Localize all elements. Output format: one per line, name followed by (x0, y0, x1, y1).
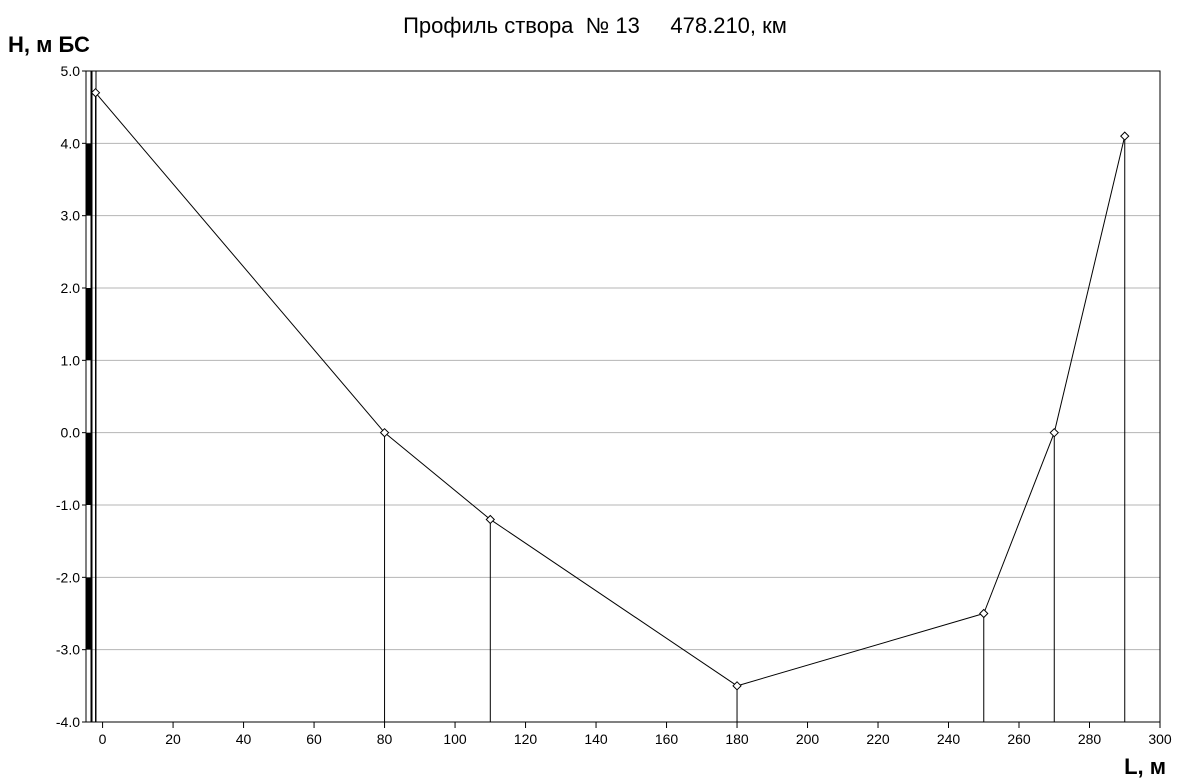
series-segment-0-5 (1053, 135, 1126, 433)
series-segment-0-2 (490, 519, 738, 687)
x-tick-label-5: 100 (443, 731, 467, 747)
y-tick-labels: -4.0 -3.0 -2.0 -1.0 0.0 1.0 2.0 3.0 4.0 5.0 (56, 63, 86, 730)
scale-bar-segment-7 (86, 143, 91, 216)
grid-lines (92, 142, 1160, 651)
data-point-0-0 (90, 87, 101, 98)
plot-frame (91, 70, 1161, 723)
x-tick-label-0: 0 (99, 731, 107, 747)
x-tick-label-2: 40 (236, 731, 252, 747)
x-tick-label-9: 180 (725, 731, 749, 747)
x-tick-label-8: 160 (655, 731, 679, 747)
y-tick-label-1: -3.0 (56, 642, 80, 658)
x-tick-label-1: 20 (165, 731, 181, 747)
x-tick-label-4: 80 (377, 731, 393, 747)
scale-bar-segment-1 (86, 577, 91, 650)
y-axis-label: Н, м БС (8, 32, 90, 57)
x-tick-label-13: 260 (1007, 731, 1031, 747)
y-tick-label-9: 5.0 (61, 63, 81, 79)
series-segment-0-3 (736, 613, 984, 687)
y-tick-label-4: 0.0 (61, 425, 81, 441)
data-point-0-5 (1049, 427, 1059, 438)
y-tick-label-7: 3.0 (61, 208, 81, 224)
series-segment-0-0 (95, 92, 385, 433)
x-tick-label-3: 60 (306, 731, 322, 747)
y-tick-label-6: 2.0 (61, 280, 81, 296)
data-point-0-4 (979, 608, 989, 619)
drop-lines (95, 92, 1126, 722)
x-tick-label-10: 200 (796, 731, 820, 747)
y-tick-label-5: 1.0 (61, 352, 81, 368)
scale-bar-outline (85, 70, 92, 723)
y-tick-label-8: 4.0 (61, 135, 81, 151)
x-axis-label: L, м (1124, 754, 1166, 779)
scale-bar-segment-5 (86, 288, 91, 361)
series-markers (90, 87, 1130, 691)
chart-title: Профиль створа № 13 478.210, км (403, 13, 787, 38)
x-tick-label-14: 280 (1078, 731, 1102, 747)
series-segment-0-4 (983, 432, 1055, 614)
x-tick-labels: 0 20 40 60 80 100 120 140 160 180 200 220 240 260 280 3… (99, 722, 1172, 747)
data-point-0-3 (732, 681, 742, 691)
series-lines (95, 92, 1126, 687)
data-point-0-1 (379, 427, 390, 438)
left-scale-bar (85, 70, 92, 723)
data-point-0-2 (485, 514, 496, 525)
axes (91, 70, 1161, 723)
x-tick-label-12: 240 (937, 731, 961, 747)
series-segment-0-1 (384, 432, 491, 520)
x-tick-label-15: 300 (1148, 731, 1172, 747)
scale-bar-segment-3 (86, 432, 91, 505)
data-point-0-6 (1120, 131, 1130, 141)
x-tick-label-6: 120 (514, 731, 538, 747)
y-tick-label-3: -1.0 (56, 497, 80, 513)
x-tick-label-7: 140 (584, 731, 608, 747)
x-tick-label-11: 220 (866, 731, 890, 747)
y-tick-label-0: -4.0 (56, 714, 80, 730)
y-tick-label-2: -2.0 (56, 569, 80, 585)
